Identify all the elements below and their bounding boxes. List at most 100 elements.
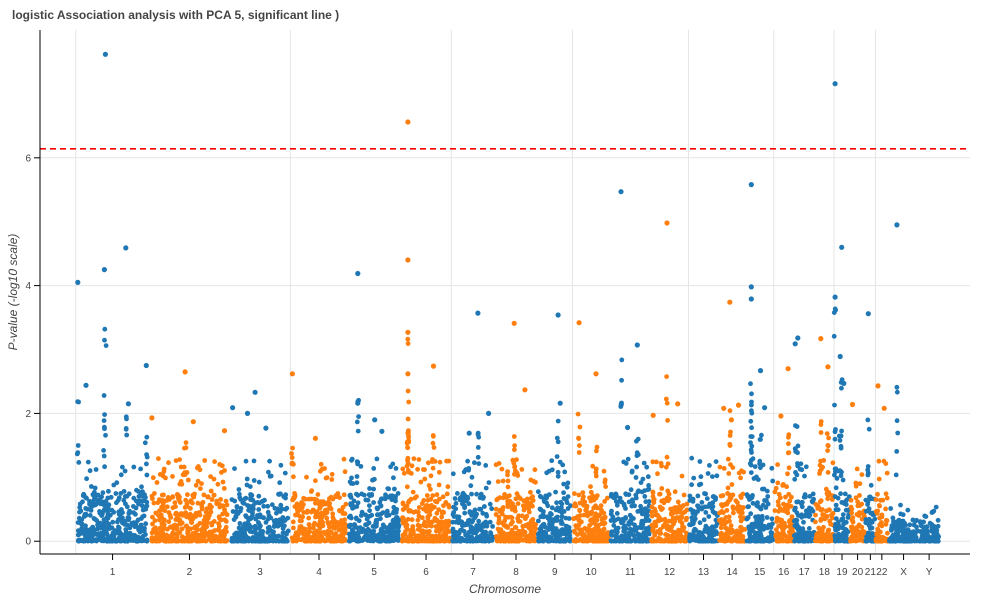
data-point <box>593 503 598 509</box>
data-point <box>521 507 527 513</box>
data-point <box>94 526 100 532</box>
data-point <box>183 445 189 451</box>
data-point <box>277 509 283 514</box>
data-point <box>775 462 780 467</box>
data-point <box>619 377 624 383</box>
data-point <box>144 503 150 509</box>
data-point <box>276 492 282 497</box>
data-point <box>152 518 158 523</box>
data-point <box>144 472 150 478</box>
x-tick-label: 9 <box>552 567 558 578</box>
data-point <box>879 538 884 544</box>
data-point <box>272 505 278 511</box>
data-point <box>446 458 452 464</box>
data-point <box>786 432 792 438</box>
x-tick-label: 7 <box>470 567 476 578</box>
data-point <box>833 502 839 508</box>
data-point <box>347 479 353 485</box>
data-point <box>232 466 237 471</box>
data-point <box>102 337 107 343</box>
data-point <box>519 467 525 472</box>
x-tick-label: 22 <box>876 567 888 578</box>
data-point <box>652 519 658 525</box>
data-point <box>466 466 472 471</box>
data-point <box>136 494 142 499</box>
data-point <box>193 535 199 541</box>
data-point <box>650 459 656 465</box>
data-point <box>857 493 862 498</box>
data-point <box>304 510 310 515</box>
data-point <box>736 470 742 476</box>
data-point <box>440 510 446 515</box>
data-point <box>175 538 181 544</box>
data-point <box>640 520 646 525</box>
data-point <box>222 507 227 512</box>
data-point <box>201 492 207 498</box>
data-point <box>707 533 712 539</box>
data-point <box>367 508 372 513</box>
data-point <box>635 452 641 458</box>
data-point <box>156 456 161 461</box>
data-point <box>749 410 755 416</box>
data-point <box>482 504 487 509</box>
data-point <box>410 489 416 495</box>
data-point <box>95 492 101 498</box>
data-point <box>144 454 150 460</box>
data-point <box>866 506 872 512</box>
data-point <box>736 538 742 544</box>
data-point <box>321 537 327 543</box>
data-point <box>701 517 707 523</box>
data-point <box>712 510 717 516</box>
data-point <box>495 479 501 484</box>
data-point <box>825 448 830 453</box>
data-point <box>838 491 843 497</box>
data-point <box>124 530 130 536</box>
data-point <box>85 459 91 465</box>
data-point <box>793 423 798 428</box>
data-point <box>748 511 754 517</box>
data-point <box>758 533 764 539</box>
data-point <box>824 431 830 436</box>
data-point <box>369 512 375 518</box>
data-point <box>107 526 113 531</box>
data-point <box>149 530 155 536</box>
data-point <box>170 474 175 479</box>
data-point <box>405 336 411 342</box>
data-point <box>358 464 364 469</box>
data-point <box>547 518 552 524</box>
data-point <box>218 497 224 502</box>
data-point <box>372 476 377 482</box>
data-point <box>807 512 813 518</box>
data-point <box>658 531 664 536</box>
data-point <box>590 517 596 522</box>
data-point <box>749 402 754 408</box>
data-point <box>164 532 170 538</box>
data-point <box>256 493 262 499</box>
data-point <box>349 457 354 463</box>
data-point <box>429 506 434 512</box>
peak-point <box>841 380 847 386</box>
data-point <box>923 514 929 519</box>
data-point <box>176 531 181 536</box>
data-point <box>441 520 447 525</box>
peak-point <box>839 244 845 250</box>
data-point <box>102 424 107 430</box>
data-point <box>614 502 620 508</box>
data-point <box>503 536 509 542</box>
data-point <box>487 501 493 507</box>
data-point <box>548 511 553 516</box>
data-point <box>733 498 739 504</box>
data-point <box>101 418 107 423</box>
data-point <box>893 521 898 527</box>
data-point <box>511 434 517 439</box>
data-point <box>829 512 834 518</box>
data-point <box>144 461 149 467</box>
peak-point <box>405 329 411 335</box>
data-point <box>424 493 430 498</box>
data-point <box>490 524 495 529</box>
data-point <box>608 538 614 543</box>
data-point <box>92 485 98 491</box>
data-point <box>515 501 521 506</box>
data-point <box>626 534 632 539</box>
data-point <box>453 501 459 506</box>
